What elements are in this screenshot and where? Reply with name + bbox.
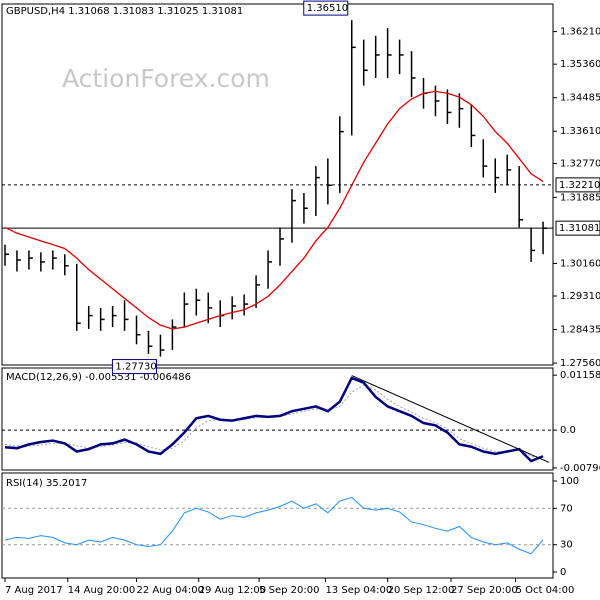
x-tick-label: 5 Sep 20:00: [259, 585, 319, 596]
price-label: 1.31081: [559, 223, 600, 234]
x-tick-label: 20 Sep 12:00: [388, 585, 455, 596]
moving-average: [4, 90, 544, 330]
macd-trendline: [351, 375, 550, 463]
y-tick-label: -0.007961: [560, 463, 600, 474]
macd-title: MACD(12,26,9) -0.005531 -0.006486: [6, 372, 191, 383]
y-tick-label: 1.32770: [560, 158, 600, 169]
x-tick-label: 7 Aug 2017: [5, 585, 63, 596]
x-tick-label: 13 Sep 04:00: [325, 585, 392, 596]
annotation-box: [111, 359, 157, 375]
rsi-title: RSI(14) 35.2017: [6, 478, 87, 489]
x-tick-label: 14 Aug 20:00: [68, 585, 135, 596]
macd-line: [4, 376, 544, 463]
price-label: 1.32210: [559, 180, 600, 191]
y-tick-label: 1.30160: [560, 258, 600, 269]
y-tick-label: 0: [560, 567, 566, 578]
y-tick-label: 30: [560, 540, 573, 551]
y-tick-label: 1.27560: [560, 358, 600, 369]
y-tick-label: 1.31885: [560, 192, 600, 203]
x-tick-label: 5 Oct 04:00: [516, 585, 575, 596]
rsi-line: [4, 496, 544, 555]
y-tick-label: 1.28435: [560, 325, 600, 336]
x-tick-label: 29 Aug 12:00: [199, 585, 266, 596]
y-tick-label: 1.33610: [560, 126, 600, 137]
y-tick-label: 1.29310: [560, 291, 600, 302]
y-tick-label: 1.35360: [560, 59, 600, 70]
y-tick-label: 0.0: [560, 425, 576, 436]
watermark: ActionForex.com: [62, 64, 270, 93]
annotation-label: 1.36510: [307, 3, 348, 14]
y-tick-label: 1.34485: [560, 93, 600, 104]
x-tick-label: 22 Aug 04:00: [137, 585, 204, 596]
panel-frame: [1, 367, 554, 471]
y-tick-label: 0.011588: [560, 370, 600, 381]
y-tick-label: 70: [560, 503, 573, 514]
x-tick-label: 27 Sep 20:00: [451, 585, 518, 596]
annotation-box: [303, 0, 349, 16]
annotation-label: 1.27730: [115, 362, 156, 373]
price-label-box: [555, 177, 600, 193]
y-tick-label: 100: [560, 476, 579, 487]
chart-title: GBPUSD,H4 1.31068 1.31083 1.31025 1.3108…: [6, 6, 243, 17]
panel-frame: [1, 472, 554, 579]
price-label-box: [555, 220, 600, 236]
y-tick-label: 1.36210: [560, 27, 600, 38]
